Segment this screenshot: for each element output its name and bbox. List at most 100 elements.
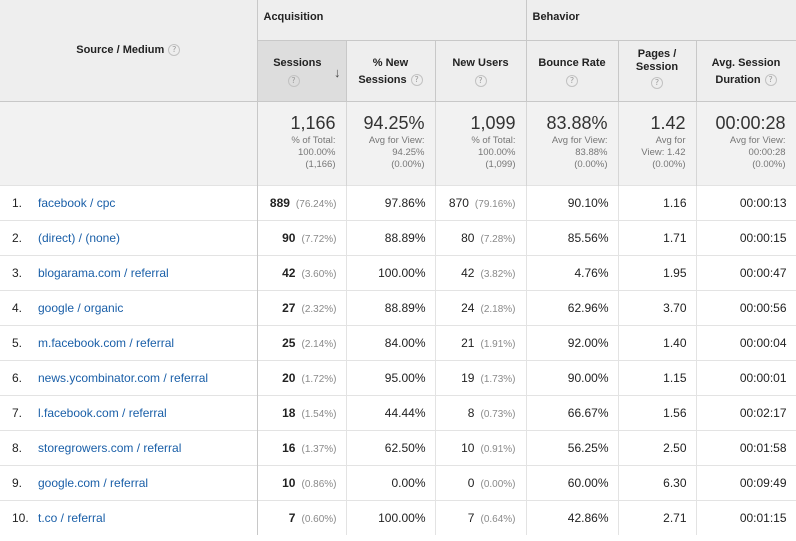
question-circle-icon[interactable]: ? (651, 76, 663, 89)
pct-new-sessions-label-2: Sessions (358, 73, 407, 86)
pct-new-sessions-label-1: % New (372, 56, 409, 69)
new-users-cell: 7 (0.64%) (435, 499, 527, 535)
source-medium-cell: 9. google.com / referral (0, 464, 258, 500)
avg-duration-cell: 00:00:47 (696, 254, 796, 290)
question-circle-icon[interactable]: ? (566, 74, 578, 87)
totals-new-users-sub-3: (1,099) (485, 158, 516, 170)
source-medium-header[interactable]: Source / Medium? (0, 0, 258, 101)
pct-new-sessions-column-header[interactable]: % New Sessions? (346, 39, 436, 101)
column-header-row: Sessions ? ↓ % New Sessions? New Users ?… (0, 39, 796, 101)
source-medium-link[interactable]: storegrowers.com / referral (38, 440, 182, 455)
source-medium-cell: 6. news.ycombinator.com / referral (0, 359, 258, 395)
pct-new-sessions-cell: 84.00% (346, 324, 436, 360)
behavior-group-header: Behavior (526, 0, 796, 40)
sessions-value: 42 (282, 265, 296, 280)
question-circle-icon[interactable]: ? (764, 73, 777, 86)
pages-session-cell: 1.15 (618, 359, 697, 395)
pct-new-sessions-cell: 62.50% (346, 429, 436, 465)
new-users-percent: (79.16%) (474, 198, 516, 210)
sessions-cell: 889 (76.24%) (257, 184, 347, 220)
pages-session-cell: 1.56 (618, 394, 697, 430)
totals-new-users-sub-2: 100.00% (477, 146, 516, 158)
new-users-percent: (7.28%) (480, 233, 516, 245)
pct-new-sessions-cell: 95.00% (346, 359, 436, 395)
bounce-rate-label: Bounce Rate (538, 56, 606, 69)
row-index: 4. (12, 300, 23, 315)
avg-duration-cell: 00:01:58 (696, 429, 796, 465)
source-medium-link[interactable]: news.ycombinator.com / referral (38, 370, 209, 385)
sessions-cell: 16 (1.37%) (257, 429, 347, 465)
pages-session-cell: 1.40 (618, 324, 697, 360)
sessions-cell: 25 (2.14%) (257, 324, 347, 360)
pages-session-column-header[interactable]: Pages / Session ? (618, 39, 697, 101)
new-users-value: 10 (461, 440, 475, 455)
source-medium-cell: 5. m.facebook.com / referral (0, 324, 258, 360)
new-users-value: 21 (461, 335, 475, 350)
question-circle-icon[interactable]: ? (168, 44, 181, 57)
pages-session-cell: 1.71 (618, 219, 697, 255)
source-medium-link[interactable]: google / organic (38, 300, 124, 315)
totals-sessions: 1,166 % of Total: 100.00% (1,166) (257, 100, 347, 185)
new-users-cell: 80 (7.28%) (435, 219, 527, 255)
sessions-value: 18 (282, 405, 296, 420)
table-row: 6. news.ycombinator.com / referral 20 (1.72… (0, 359, 796, 395)
bounce-rate-cell: 56.25% (526, 429, 619, 465)
source-medium-link[interactable]: (direct) / (none) (38, 230, 121, 245)
source-medium-link[interactable]: blogarama.com / referral (38, 265, 169, 280)
sessions-percent: (0.60%) (301, 513, 337, 525)
avg-duration-cell: 00:00:15 (696, 219, 796, 255)
sessions-column-header[interactable]: Sessions ? ↓ (257, 39, 347, 101)
totals-pages-sub-3: (0.00%) (652, 158, 686, 170)
totals-duration-value: 00:00:28 (715, 112, 786, 133)
totals-sessions-sub-1: % of Total: (291, 134, 336, 146)
avg-session-duration-column-header[interactable]: Avg. Session Duration? (696, 39, 796, 101)
row-index: 9. (12, 475, 23, 490)
new-users-percent: (2.18%) (480, 303, 516, 315)
sessions-value: 90 (282, 230, 296, 245)
totals-pages-sub-1: Avg for (655, 134, 686, 146)
bounce-rate-cell: 90.10% (526, 184, 619, 220)
new-users-percent: (1.91%) (480, 338, 516, 350)
totals-pages-sub-2: View: 1.42 (641, 146, 686, 158)
pages-session-label-1: Pages / (637, 47, 677, 60)
source-medium-cell: 7. l.facebook.com / referral (0, 394, 258, 430)
question-circle-icon[interactable]: ? (474, 74, 487, 87)
row-index: 3. (12, 265, 23, 280)
avg-duration-cell: 00:09:49 (696, 464, 796, 500)
source-medium-cell: 8. storegrowers.com / referral (0, 429, 258, 465)
arrow-down-icon[interactable]: ↓ (334, 64, 341, 80)
source-medium-link[interactable]: google.com / referral (38, 475, 149, 490)
source-medium-cell: 1. facebook / cpc (0, 184, 258, 220)
pct-new-sessions-cell: 100.00% (346, 254, 436, 290)
sessions-percent: (7.72%) (301, 233, 337, 245)
avg-duration-cell: 00:00:56 (696, 289, 796, 325)
avg-session-label-2: Duration (715, 73, 761, 86)
totals-sessions-sub-3: (1,166) (305, 158, 336, 170)
bounce-rate-cell: 92.00% (526, 324, 619, 360)
question-circle-icon[interactable]: ? (287, 74, 300, 87)
totals-avg-duration: 00:00:28 Avg for View: 00:00:28 (0.00%) (696, 100, 796, 185)
acquisition-group-header: Acquisition (257, 0, 527, 40)
source-medium-link[interactable]: l.facebook.com / referral (38, 405, 167, 420)
new-users-column-header[interactable]: New Users ? (435, 39, 527, 101)
source-medium-link[interactable]: t.co / referral (38, 510, 106, 525)
bounce-rate-cell: 85.56% (526, 219, 619, 255)
source-medium-link[interactable]: facebook / cpc (38, 195, 116, 210)
question-circle-icon[interactable]: ? (410, 73, 423, 86)
bounce-rate-column-header[interactable]: Bounce Rate ? (526, 39, 619, 101)
source-medium-label: Source / Medium (76, 44, 165, 57)
totals-pct-new-sub-3: (0.00%) (391, 158, 425, 170)
totals-sessions-sub-2: 100.00% (297, 146, 336, 158)
sessions-percent: (1.72%) (301, 373, 337, 385)
new-users-cell: 10 (0.91%) (435, 429, 527, 465)
new-users-value: 870 (448, 195, 469, 210)
table-row: 5. m.facebook.com / referral 25 (2.14%) 84.0… (0, 324, 796, 360)
totals-duration-sub-1: Avg for View: (729, 134, 786, 146)
pages-session-cell: 2.50 (618, 429, 697, 465)
avg-duration-cell: 00:01:15 (696, 499, 796, 535)
bounce-rate-cell: 62.96% (526, 289, 619, 325)
sessions-percent: (76.24%) (295, 198, 337, 210)
sessions-percent: (2.14%) (301, 338, 337, 350)
totals-new-users: 1,099 % of Total: 100.00% (1,099) (435, 100, 527, 185)
source-medium-link[interactable]: m.facebook.com / referral (38, 335, 175, 350)
